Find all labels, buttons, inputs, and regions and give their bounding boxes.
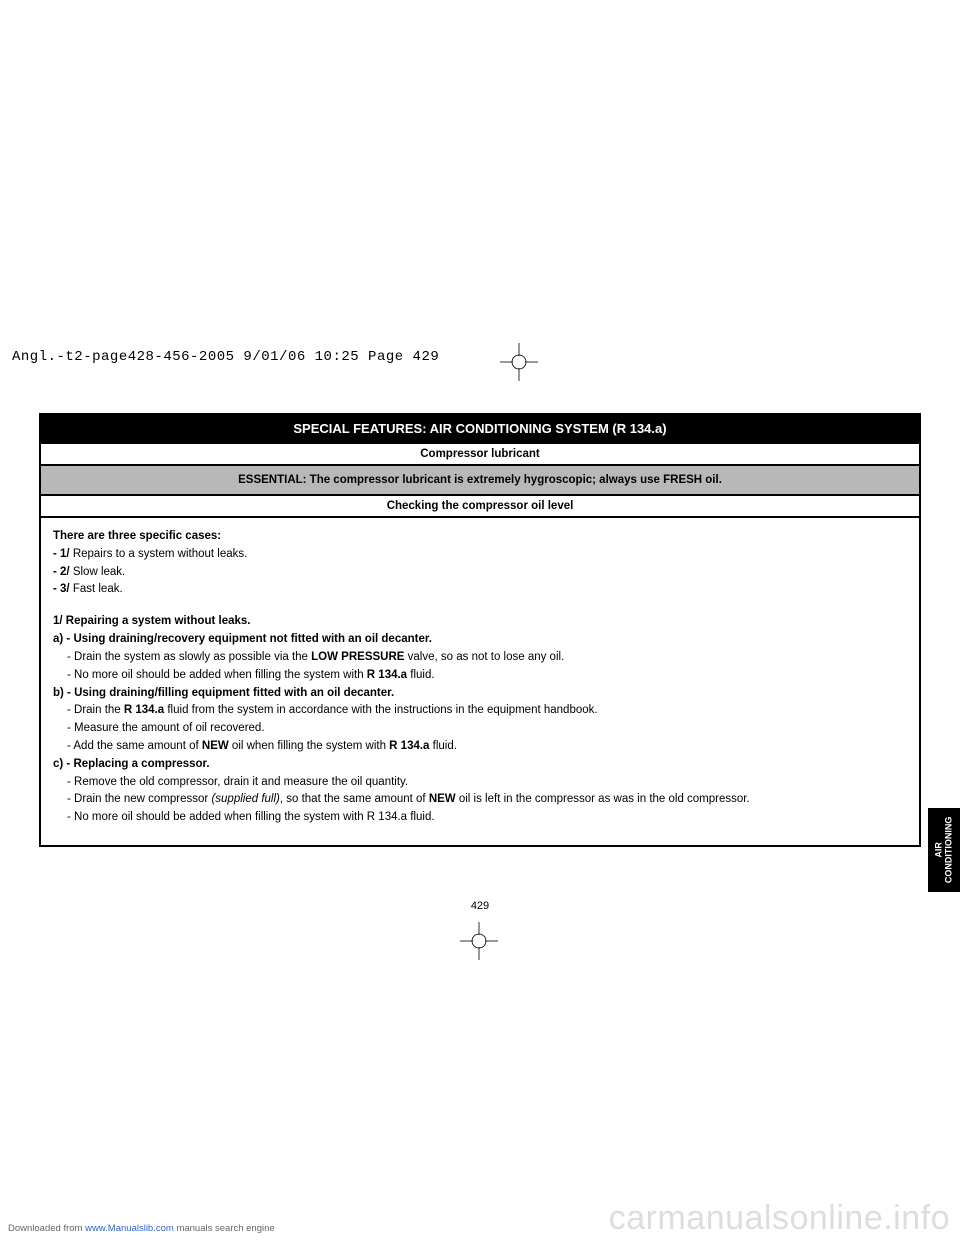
case3-label: - 3/	[53, 583, 70, 595]
registration-mark-top	[500, 343, 538, 381]
a-l1-a: - Drain the system as slowly as possible…	[67, 651, 311, 663]
body-text: There are three specific cases: - 1/ Rep…	[41, 518, 919, 845]
side-tab-l1: AIR	[933, 842, 943, 858]
b-l3-a: - Add the same amount of	[67, 740, 202, 752]
c-l2-c: , so that the same amount of	[280, 793, 429, 805]
c-l2-a: - Drain the new compressor	[67, 793, 211, 805]
case1-label: - 1/	[53, 548, 70, 560]
page-number: 429	[0, 900, 960, 912]
section-subtitle: Compressor lubricant	[41, 444, 919, 466]
essential-note: ESSENTIAL: The compressor lubricant is e…	[41, 466, 919, 496]
c-head: c) - Replacing a compressor.	[53, 758, 210, 770]
b-l1-b: R 134.a	[124, 704, 164, 716]
b-l3-d: R 134.a	[389, 740, 429, 752]
case2-label: - 2/	[53, 566, 70, 578]
h1: 1/ Repairing a system without leaks.	[53, 615, 250, 627]
a-l1-b: LOW PRESSURE	[311, 651, 404, 663]
watermark: carmanualsonline.info	[609, 1199, 950, 1238]
a-l2-a: - No more oil should be added when filli…	[67, 669, 367, 681]
b-l1-a: - Drain the	[67, 704, 124, 716]
footer-link[interactable]: www.Manualslib.com	[85, 1223, 174, 1234]
case2-text: Slow leak.	[70, 566, 126, 578]
b-l2: - Measure the amount of oil recovered.	[67, 722, 265, 734]
side-tab: AIR CONDITIONING	[928, 808, 960, 892]
section-title: SPECIAL FEATURES: AIR CONDITIONING SYSTE…	[41, 415, 919, 444]
c-l2-e: oil is left in the compressor as was in …	[456, 793, 750, 805]
footer-post: manuals search engine	[174, 1223, 275, 1234]
b-l3-c: oil when filling the system with	[229, 740, 389, 752]
b-l3-e: fluid.	[429, 740, 457, 752]
content-table: SPECIAL FEATURES: AIR CONDITIONING SYSTE…	[39, 413, 921, 847]
a-l2-c: fluid.	[407, 669, 435, 681]
a-l2-b: R 134.a	[367, 669, 407, 681]
c-l3: - No more oil should be added when filli…	[67, 811, 435, 823]
footer: Downloaded from www.Manualslib.com manua…	[8, 1223, 275, 1234]
intro: There are three specific cases:	[53, 530, 221, 542]
b-head: b) - Using draining/filling equipment fi…	[53, 687, 394, 699]
c-l2-b: (supplied full)	[211, 793, 279, 805]
b-l1-c: fluid from the system in accordance with…	[164, 704, 597, 716]
print-header-line: Angl.-t2-page428-456-2005 9/01/06 10:25 …	[12, 349, 439, 365]
b-l3-b: NEW	[202, 740, 229, 752]
case3-text: Fast leak.	[70, 583, 123, 595]
side-tab-l2: CONDITIONING	[943, 817, 953, 884]
c-l2-d: NEW	[429, 793, 456, 805]
registration-mark-bottom	[460, 922, 498, 960]
a-l1-c: valve, so as not to lose any oil.	[404, 651, 564, 663]
check-heading: Checking the compressor oil level	[41, 496, 919, 518]
case1-text: Repairs to a system without leaks.	[70, 548, 248, 560]
c-l1: - Remove the old compressor, drain it an…	[67, 776, 408, 788]
a-head: a) - Using draining/recovery equipment n…	[53, 633, 432, 645]
footer-pre: Downloaded from	[8, 1223, 85, 1234]
page: Angl.-t2-page428-456-2005 9/01/06 10:25 …	[0, 0, 960, 1242]
